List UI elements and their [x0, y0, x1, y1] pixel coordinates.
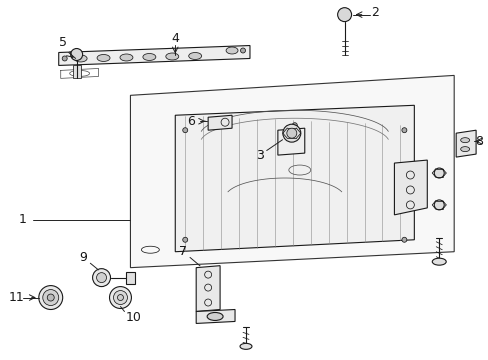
Polygon shape: [196, 266, 220, 311]
Polygon shape: [277, 128, 304, 155]
Ellipse shape: [97, 54, 110, 62]
Ellipse shape: [460, 147, 468, 152]
Ellipse shape: [188, 53, 201, 59]
Circle shape: [113, 291, 127, 305]
Ellipse shape: [74, 55, 87, 62]
Circle shape: [401, 128, 406, 133]
Text: 2: 2: [371, 6, 379, 19]
Circle shape: [109, 287, 131, 309]
Ellipse shape: [142, 54, 156, 60]
Ellipse shape: [120, 54, 133, 61]
Circle shape: [96, 273, 106, 283]
Polygon shape: [394, 160, 427, 215]
Circle shape: [39, 285, 62, 310]
Polygon shape: [196, 310, 235, 323]
Text: 10: 10: [125, 311, 141, 324]
Polygon shape: [175, 105, 413, 252]
Circle shape: [286, 128, 296, 138]
Ellipse shape: [207, 312, 223, 320]
Text: 4: 4: [171, 32, 179, 45]
Circle shape: [240, 48, 245, 53]
Polygon shape: [455, 130, 475, 157]
Text: 6: 6: [187, 115, 195, 128]
Text: 1: 1: [19, 213, 27, 226]
Text: 8: 8: [474, 135, 482, 148]
Text: 3: 3: [256, 140, 282, 162]
Circle shape: [337, 8, 351, 22]
Polygon shape: [208, 115, 232, 130]
Text: 11: 11: [9, 291, 24, 304]
Polygon shape: [126, 272, 135, 284]
Circle shape: [401, 237, 406, 242]
Circle shape: [117, 294, 123, 301]
Ellipse shape: [225, 47, 238, 54]
Circle shape: [71, 49, 82, 60]
Text: 5: 5: [59, 36, 66, 49]
Circle shape: [433, 200, 443, 210]
Polygon shape: [130, 75, 453, 268]
Circle shape: [292, 123, 297, 128]
Circle shape: [433, 168, 443, 178]
Circle shape: [183, 128, 187, 133]
Circle shape: [282, 124, 300, 142]
Ellipse shape: [240, 343, 251, 349]
Circle shape: [183, 237, 187, 242]
Polygon shape: [59, 45, 249, 66]
Text: 7: 7: [179, 245, 200, 266]
Circle shape: [92, 269, 110, 287]
Ellipse shape: [460, 138, 468, 143]
Text: 9: 9: [80, 251, 98, 270]
Polygon shape: [73, 66, 81, 78]
Circle shape: [42, 289, 59, 306]
Circle shape: [62, 56, 67, 61]
Ellipse shape: [165, 53, 179, 60]
Circle shape: [47, 294, 54, 301]
Ellipse shape: [431, 258, 446, 265]
